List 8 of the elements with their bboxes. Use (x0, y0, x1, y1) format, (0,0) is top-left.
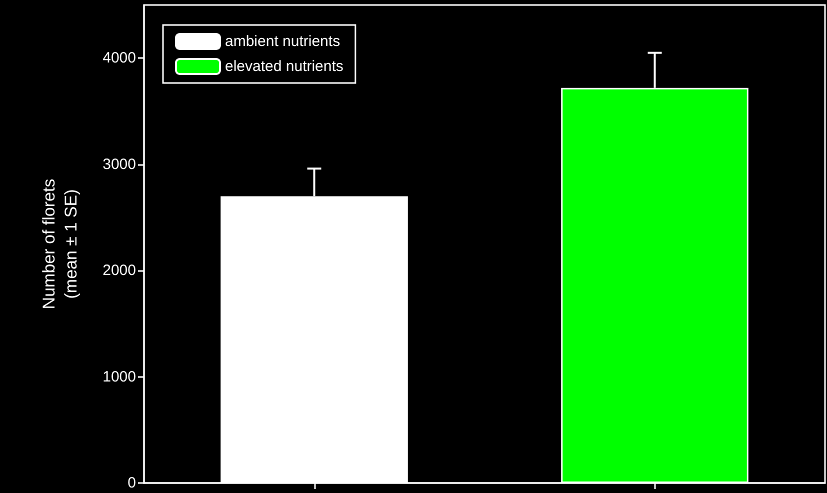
y-tick-label: 1000 (102, 368, 136, 386)
y-tick-label: 2000 (102, 262, 136, 280)
legend-label: elevated nutrients (225, 58, 344, 75)
y-tick-label: 0 (128, 474, 136, 492)
y-tick-label: 3000 (102, 156, 136, 173)
y-axis-title: Number of florets (mean ± 1 SE) (40, 178, 80, 310)
legend-label: ambient nutrients (225, 33, 340, 50)
y-tick-label: 4000 (102, 50, 136, 67)
